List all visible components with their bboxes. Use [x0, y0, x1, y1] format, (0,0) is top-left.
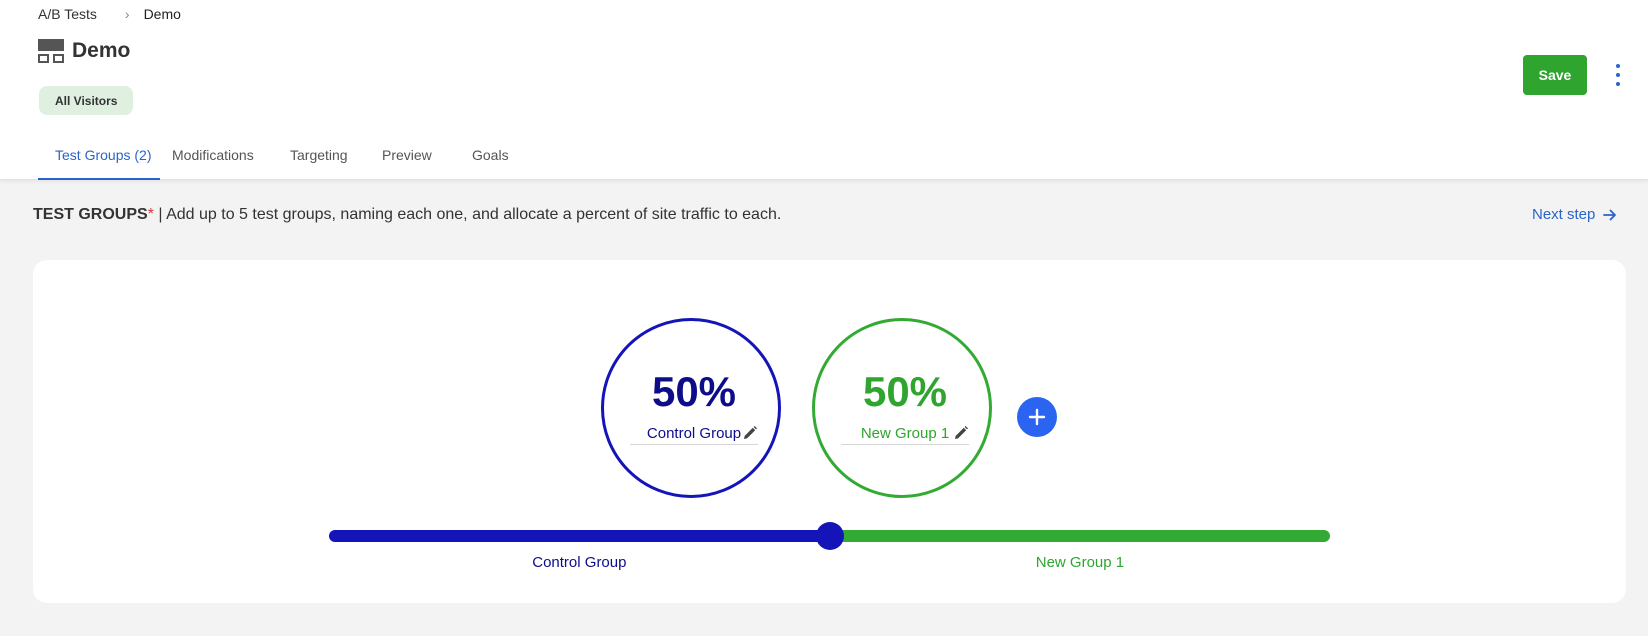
save-button[interactable]: Save — [1523, 55, 1587, 95]
more-options-icon[interactable] — [1610, 62, 1626, 88]
page-title: Demo — [72, 39, 131, 62]
tab-targeting[interactable]: Targeting — [290, 147, 348, 163]
tab-goals[interactable]: Goals — [472, 147, 509, 163]
group-name-field[interactable]: Control Group — [630, 423, 758, 445]
chevron-right-icon: › — [124, 6, 130, 22]
required-asterisk: * — [147, 206, 154, 223]
traffic-allocation-slider[interactable] — [329, 522, 1330, 550]
title-row: Demo — [38, 38, 130, 64]
tab-bar: Test Groups (2) Modifications Targeting … — [38, 135, 520, 180]
tab-modifications[interactable]: Modifications — [172, 147, 254, 163]
pencil-icon[interactable] — [742, 425, 758, 441]
breadcrumb-current: Demo — [143, 6, 181, 22]
slider-label-control: Control Group — [532, 554, 627, 571]
pencil-icon[interactable] — [953, 425, 969, 441]
page-header: A/B Tests › Demo Demo All Visitors Save … — [0, 0, 1648, 180]
section-heading: TEST GROUPS — [33, 206, 148, 223]
next-step-label: Next step — [1532, 206, 1596, 223]
breadcrumb: A/B Tests › Demo — [38, 6, 181, 22]
breadcrumb-ab-tests-link[interactable]: A/B Tests — [38, 6, 97, 22]
slider-track-control — [329, 530, 830, 542]
group-name-field[interactable]: New Group 1 — [841, 423, 969, 445]
group-percent: 50% — [862, 368, 948, 415]
group-circle-new-group-1: 50% New Group 1 — [812, 318, 992, 498]
tab-test-groups[interactable]: Test Groups (2) — [38, 135, 160, 180]
section-description: | Add up to 5 test groups, naming each o… — [153, 206, 782, 223]
tab-preview[interactable]: Preview — [382, 147, 432, 163]
slider-track-new-group-1 — [829, 530, 1330, 542]
slider-handle[interactable] — [815, 522, 844, 550]
ab-test-layout-icon — [38, 38, 64, 64]
group-percent: 50% — [651, 368, 737, 415]
add-group-button[interactable] — [1017, 397, 1057, 437]
plus-icon — [1028, 408, 1046, 426]
group-circle-control: 50% Control Group — [601, 318, 781, 498]
next-step-link[interactable]: Next step — [1532, 206, 1617, 223]
test-groups-instructions: TEST GROUPS* | Add up to 5 test groups, … — [33, 206, 781, 224]
slider-label-new-group-1: New Group 1 — [1035, 554, 1125, 571]
group-name: New Group 1 — [860, 425, 950, 442]
audience-segment-chip[interactable]: All Visitors — [39, 86, 134, 115]
group-name: Control Group — [646, 425, 742, 442]
arrow-right-icon — [1603, 209, 1617, 220]
